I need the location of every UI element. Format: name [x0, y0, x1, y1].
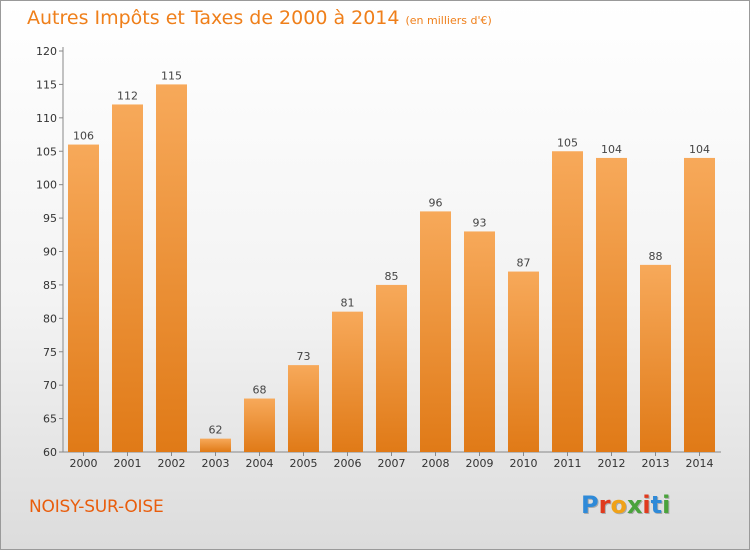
bar-2000 — [68, 144, 99, 453]
value-label: 96 — [429, 196, 443, 209]
value-label: 105 — [557, 136, 578, 149]
x-tick-label: 2000 — [70, 457, 98, 470]
x-tick-label: 2005 — [290, 457, 318, 470]
y-tick-label: 120 — [36, 45, 57, 58]
y-tick-label: 90 — [43, 246, 57, 259]
bar-2008 — [420, 211, 451, 452]
y-tick-label: 70 — [43, 379, 57, 392]
x-tick-label: 2004 — [246, 457, 274, 470]
value-label: 112 — [117, 89, 138, 102]
value-label: 87 — [517, 257, 531, 270]
value-label: 62 — [209, 424, 223, 437]
x-tick-label: 2014 — [686, 457, 714, 470]
bar-2004 — [244, 398, 275, 452]
logo-letter: P — [581, 491, 599, 519]
logo-letter: x — [626, 491, 643, 519]
x-tick-label: 2001 — [114, 457, 142, 470]
x-tick-label: 2007 — [378, 457, 406, 470]
x-tick-label: 2010 — [510, 457, 538, 470]
y-tick-label: 115 — [36, 78, 57, 91]
title-unit: (en milliers d'€) — [405, 14, 492, 27]
value-label: 115 — [161, 69, 182, 82]
value-label: 73 — [297, 350, 311, 363]
value-labels: 106 112 115 62 68 73 81 85 96 93 87 105 104 88 104 — [73, 69, 710, 436]
x-tick-label: 2008 — [422, 457, 450, 470]
logo-letter: i — [642, 491, 651, 519]
x-tick-label: 2006 — [334, 457, 362, 470]
y-tick-label: 85 — [43, 279, 57, 292]
bar-2005 — [288, 365, 319, 452]
value-label: 104 — [601, 143, 622, 156]
y-tick-label: 65 — [43, 413, 57, 426]
x-tick-label: 2011 — [554, 457, 582, 470]
x-tick-label: 2013 — [642, 457, 670, 470]
x-tick-labels: 2000 2001 2002 2003 2004 2005 2006 2007 2008 2009… — [70, 452, 714, 470]
value-label: 104 — [689, 143, 710, 156]
bar-2002 — [156, 84, 187, 453]
bar-2013 — [640, 264, 671, 452]
value-label: 93 — [473, 216, 487, 229]
value-label: 106 — [73, 130, 94, 143]
x-tick-label: 2012 — [598, 457, 626, 470]
bar-2010 — [508, 271, 539, 452]
y-tick-label: 95 — [43, 212, 57, 225]
value-label: 68 — [253, 384, 267, 397]
logo-letter: r — [598, 491, 611, 519]
bar-2006 — [332, 311, 363, 452]
bar-2012 — [596, 157, 627, 452]
chart-title: Autres Impôts et Taxes de 2000 à 2014 (en… — [27, 7, 492, 29]
bar-2011 — [552, 151, 583, 452]
bar-2003 — [200, 438, 231, 452]
y-tick-label: 60 — [43, 446, 57, 459]
y-tick-label: 75 — [43, 346, 57, 359]
logo-letter: t — [650, 491, 663, 519]
y-tick-label: 110 — [36, 112, 57, 125]
value-label: 88 — [649, 250, 663, 263]
bar-2014 — [684, 157, 715, 452]
x-tick-label: 2009 — [466, 457, 494, 470]
logo-letter: o — [610, 491, 627, 519]
city-name: NOISY-SUR-OISE — [29, 497, 164, 517]
y-tick-label: 100 — [36, 179, 57, 192]
y-tick-label: 105 — [36, 145, 57, 158]
bar-2007 — [376, 284, 407, 452]
x-tick-label: 2003 — [202, 457, 230, 470]
value-label: 85 — [385, 270, 399, 283]
bar-2009 — [464, 231, 495, 452]
proxiti-logo: Proxiti — [581, 491, 670, 519]
bar-2001 — [112, 104, 143, 452]
value-label: 81 — [341, 297, 355, 310]
y-tick-label: 80 — [43, 312, 57, 325]
x-tick-label: 2002 — [158, 457, 186, 470]
logo-letter: i — [662, 491, 671, 519]
bars — [68, 84, 715, 453]
title-text: Autres Impôts et Taxes de 2000 à 2014 — [27, 7, 400, 29]
